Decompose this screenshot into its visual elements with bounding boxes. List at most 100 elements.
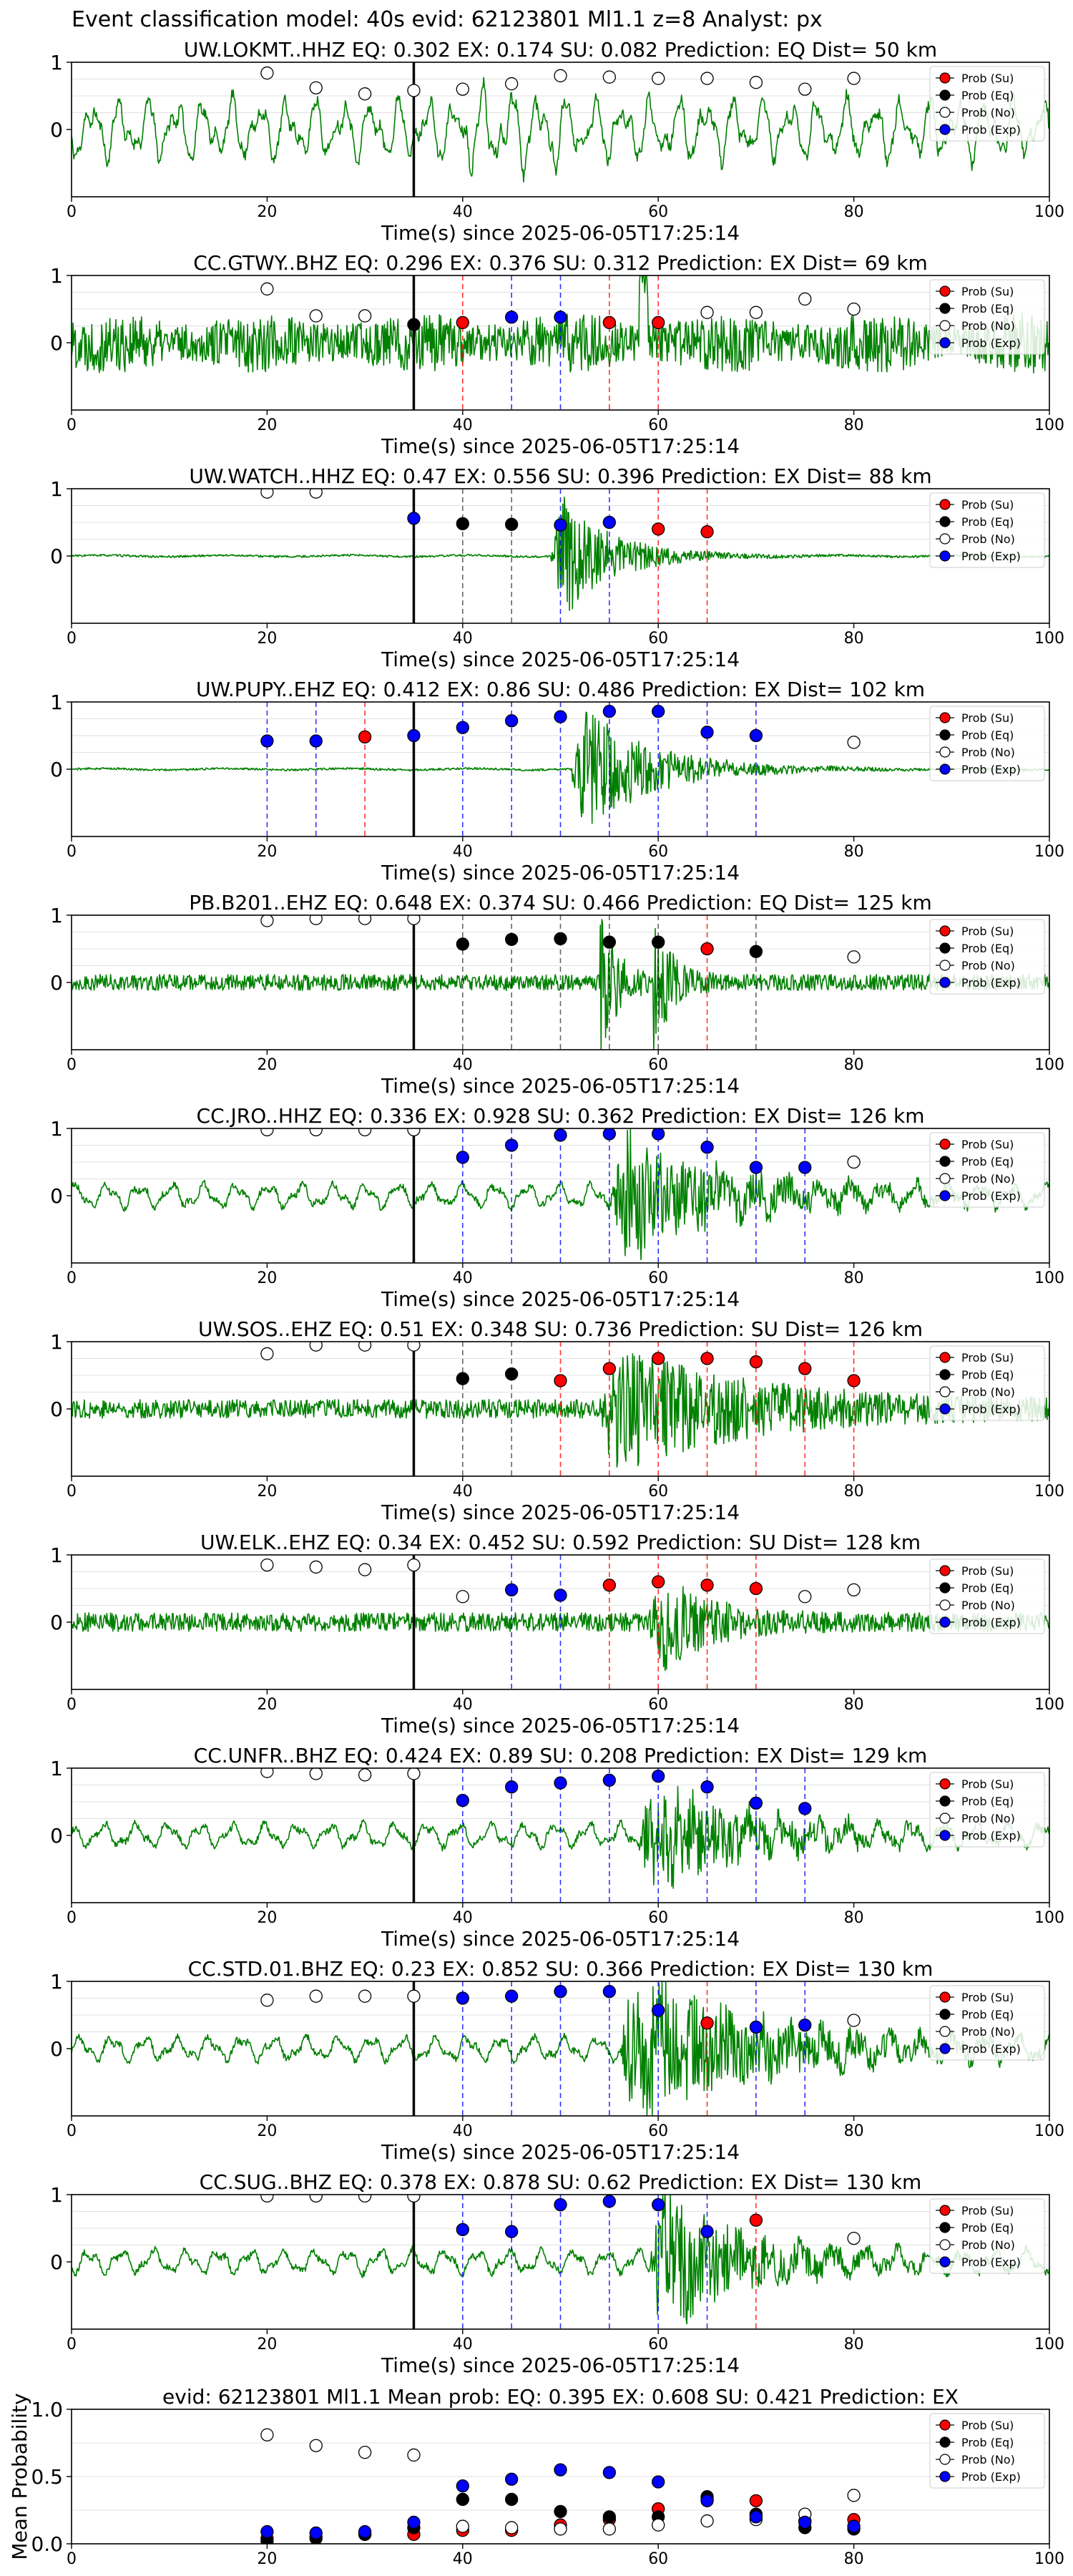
prob-marker-no bbox=[847, 72, 861, 85]
legend: Prob (Su) Prob (Eq) Prob (No) Prob (Exp) bbox=[929, 279, 1045, 355]
y-tick-label: 0 bbox=[50, 971, 63, 995]
legend-box bbox=[929, 1558, 1045, 1634]
legend: Prob (Su) Prob (Eq) Prob (No) Prob (Exp) bbox=[929, 1772, 1045, 1848]
legend-marker-no bbox=[939, 1813, 951, 1824]
x-tick-label: 80 bbox=[844, 2336, 864, 2353]
y-tick-label: 1.0 bbox=[31, 2398, 63, 2421]
prob-marker-no bbox=[358, 1128, 372, 1137]
legend: Prob (Su) Prob (Eq) Prob (No) Prob (Exp) bbox=[929, 706, 1045, 781]
legend-marker-exp bbox=[939, 550, 951, 562]
prob-marker-eq bbox=[505, 932, 519, 946]
prob-marker-exp bbox=[700, 1780, 714, 1794]
x-tick-label: 20 bbox=[257, 2550, 277, 2568]
legend-marker-no bbox=[939, 1173, 951, 1184]
prob-marker-no bbox=[847, 1583, 861, 1597]
legend-box bbox=[929, 66, 1045, 142]
prob-marker-exp bbox=[260, 734, 274, 748]
prob-marker-su bbox=[700, 2016, 714, 2030]
prob-marker-no bbox=[260, 66, 274, 80]
legend: Prob (Su) Prob (Eq) Prob (No) Prob (Exp) bbox=[929, 1985, 1045, 2061]
waveform-trace bbox=[72, 711, 1049, 824]
prob-marker-eq bbox=[602, 935, 616, 949]
prob-marker-exp bbox=[505, 2225, 519, 2238]
x-tick-label: 80 bbox=[844, 2122, 864, 2140]
prob-marker-su bbox=[554, 1374, 567, 1387]
legend: Prob (Su) Prob (Eq) Prob (No) Prob (Exp) bbox=[929, 492, 1045, 568]
panel-title: UW.ELK..EHZ EQ: 0.34 EX: 0.452 SU: 0.592… bbox=[200, 1531, 921, 1554]
legend-label: Prob (No) bbox=[961, 319, 1015, 333]
prob-marker-no bbox=[309, 1560, 323, 1574]
x-tick-label: 20 bbox=[257, 630, 277, 648]
prob-marker-exp bbox=[407, 512, 421, 525]
y-tick-label: 1 bbox=[50, 264, 63, 288]
prob-marker-no bbox=[407, 1989, 421, 2003]
y-tick-label: 0 bbox=[50, 118, 63, 142]
legend-label: Prob (No) bbox=[961, 106, 1015, 119]
legend-marker-su bbox=[939, 499, 951, 510]
legend-marker-eq bbox=[939, 2436, 951, 2448]
prob-marker-exp bbox=[652, 1770, 665, 1783]
legend: Prob (Su) Prob (Eq) Prob (No) Prob (Exp) bbox=[929, 1132, 1045, 1208]
prob-marker-no bbox=[309, 309, 323, 323]
legend-marker-eq bbox=[939, 516, 951, 527]
x-axis-label: Time(s) since 2025-06-05T17:25:14 bbox=[381, 861, 740, 884]
prob-marker-exp bbox=[700, 1141, 714, 1154]
prob-marker-no bbox=[358, 87, 372, 101]
x-tick-label: 20 bbox=[257, 1696, 277, 1714]
prob-marker-su bbox=[749, 1581, 763, 1596]
prob-marker-exp bbox=[554, 1128, 567, 1142]
prob-marker-no bbox=[847, 2231, 861, 2245]
prob-marker-eq bbox=[602, 2510, 616, 2524]
y-tick-label: 0.0 bbox=[31, 2532, 63, 2556]
x-axis-label: Time(s) since 2025-06-05T17:25:14 bbox=[381, 1714, 740, 1737]
x-tick-label: 100 bbox=[1034, 1056, 1064, 1074]
y-tick-label: 1 bbox=[50, 691, 63, 714]
prob-marker-no bbox=[407, 915, 421, 925]
prob-marker-no bbox=[847, 950, 861, 964]
prob-marker-exp bbox=[260, 2524, 274, 2539]
panel-title: UW.LOKMT..HHZ EQ: 0.302 EX: 0.174 SU: 0.… bbox=[184, 38, 937, 62]
prob-marker-exp bbox=[652, 2475, 665, 2489]
prob-marker-exp bbox=[407, 2515, 421, 2529]
x-tick-label: 80 bbox=[844, 416, 864, 434]
legend-label: Prob (No) bbox=[961, 532, 1015, 546]
prob-marker-no bbox=[358, 915, 372, 925]
legend-marker-eq bbox=[939, 2009, 951, 2020]
x-tick-label: 0 bbox=[67, 2336, 77, 2353]
legend-label: Prob (Exp) bbox=[961, 2042, 1021, 2056]
x-tick-label: 80 bbox=[844, 1909, 864, 1927]
legend-marker-no bbox=[939, 1386, 951, 1397]
legend-label: Prob (No) bbox=[961, 2238, 1015, 2252]
legend-marker-no bbox=[939, 2239, 951, 2250]
prob-marker-no bbox=[309, 2195, 323, 2203]
prob-marker-exp bbox=[554, 311, 567, 324]
figure-suptitle: Event classification model: 40s evid: 62… bbox=[72, 7, 823, 32]
legend-marker-no bbox=[939, 320, 951, 331]
y-tick-label: 1 bbox=[50, 1117, 63, 1141]
prob-marker-no bbox=[505, 2521, 519, 2534]
legend-marker-exp bbox=[939, 1403, 951, 1415]
x-tick-label: 100 bbox=[1034, 1909, 1064, 1927]
station-panel-6: CC.JRO..HHZ EQ: 0.336 EX: 0.928 SU: 0.36… bbox=[50, 1104, 1064, 1311]
prob-marker-exp bbox=[700, 726, 714, 739]
legend-label: Prob (No) bbox=[961, 2453, 1015, 2467]
prob-marker-exp bbox=[749, 2510, 763, 2524]
legend-marker-no bbox=[939, 2026, 951, 2037]
prob-marker-eq bbox=[505, 517, 519, 531]
legend-label: Prob (Exp) bbox=[961, 2470, 1021, 2484]
prob-marker-no bbox=[260, 489, 274, 499]
waveform-trace bbox=[72, 1785, 1049, 1889]
prob-marker-exp bbox=[505, 714, 519, 728]
x-tick-label: 80 bbox=[844, 1269, 864, 1287]
prob-marker-no bbox=[407, 1342, 421, 1352]
prob-marker-no bbox=[798, 82, 812, 96]
x-tick-label: 0 bbox=[67, 2122, 77, 2140]
legend-box bbox=[929, 279, 1045, 355]
prob-marker-su bbox=[749, 1355, 763, 1369]
x-tick-label: 60 bbox=[648, 2122, 668, 2140]
x-axis-label: Time(s) since 2025-06-05T17:25:14 bbox=[381, 1287, 740, 1311]
y-tick-label: 1 bbox=[50, 477, 63, 501]
legend-marker-eq bbox=[939, 729, 951, 741]
prob-marker-su bbox=[798, 1362, 812, 1375]
legend-label: Prob (No) bbox=[961, 1599, 1015, 1612]
